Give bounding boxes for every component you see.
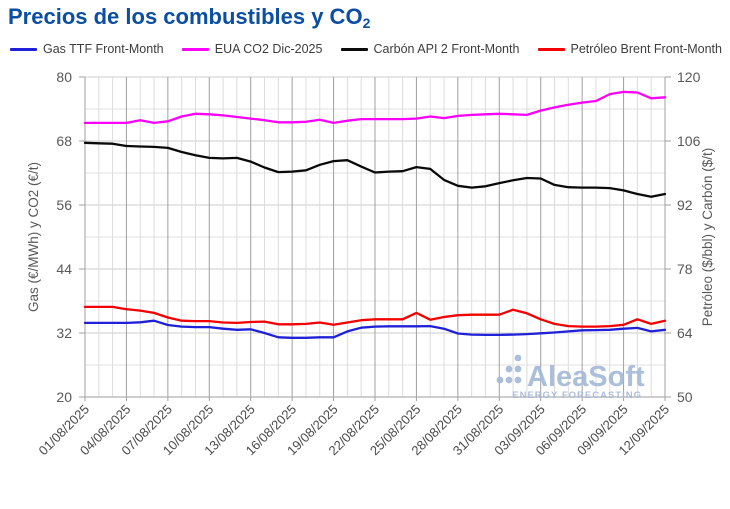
svg-text:64: 64	[677, 325, 693, 341]
page-title: Precios de los combustibles y CO2	[8, 4, 370, 31]
svg-text:44: 44	[56, 261, 72, 277]
legend-label-gas-ttf: Gas TTF Front-Month	[43, 42, 164, 56]
axis-frame	[79, 76, 671, 401]
series-line-carb-n-api-2-front-month	[83, 141, 667, 198]
legend-item-eua-co2: EUA CO2 Dic-2025	[181, 42, 323, 56]
x-axis-tick-labels: 01/08/202504/08/202507/08/202510/08/2025…	[35, 402, 672, 459]
eua-co2-line-swatch	[181, 47, 209, 51]
vertical-gridlines	[84, 77, 666, 397]
svg-text:56: 56	[56, 197, 72, 213]
legend-item-carbon-api2: Carbón API 2 Front-Month	[340, 42, 520, 56]
aleasoft-logo-dots	[496, 376, 504, 384]
svg-text:68: 68	[56, 133, 72, 149]
page-title-subscript: 2	[362, 15, 371, 31]
legend-label-carbon-api2: Carbón API 2 Front-Month	[373, 42, 520, 56]
page-title-text: Precios de los combustibles y CO	[8, 4, 363, 29]
legend-item-gas-ttf: Gas TTF Front-Month	[10, 42, 164, 56]
svg-text:106: 106	[677, 133, 701, 149]
svg-text:50: 50	[677, 389, 693, 405]
aleasoft-logo-dots	[505, 365, 513, 373]
left-axis-tick-labels: 20 32 44 56 68 80	[56, 69, 72, 405]
left-axis-title: Gas (€/MWh) y CO2 (€/t)	[26, 162, 41, 312]
petroleo-brent-line-swatch	[537, 47, 565, 51]
legend-label-petroleo-brent: Petróleo Brent Front-Month	[570, 42, 722, 56]
aleasoft-watermark-tagline: ENERGY FORECASTING	[512, 390, 642, 401]
series-line-eua-co2-dic-2025	[83, 90, 667, 125]
svg-text:92: 92	[677, 197, 693, 213]
legend-label-eua-co2: EUA CO2 Dic-2025	[214, 42, 323, 56]
svg-text:20: 20	[56, 389, 72, 405]
svg-text:78: 78	[677, 261, 693, 277]
right-axis-tick-labels: 50 64 78 92 106 120	[677, 69, 701, 405]
chart-legend: Gas TTF Front-Month EUA CO2 Dic-2025 Car…	[10, 41, 722, 57]
aleasoft-logo-dots	[505, 376, 513, 384]
carbon-api2-line-swatch	[340, 47, 368, 51]
series-line-petr-leo-brent-front-month	[83, 305, 667, 328]
right-axis-title: Petróleo ($/bbl) y Carbón ($/t)	[700, 148, 715, 327]
gas-ttf-line-swatch	[10, 47, 37, 51]
data-series	[83, 90, 667, 339]
aleasoft-logo-dots	[514, 376, 522, 384]
svg-text:80: 80	[56, 69, 72, 85]
aleasoft-logo-dots	[514, 365, 522, 373]
legend-item-petroleo-brent: Petróleo Brent Front-Month	[537, 42, 722, 56]
aleasoft-logo-dots	[514, 354, 522, 362]
series-line-gas-ttf-front-month	[83, 319, 667, 339]
aleasoft-watermark-text: AleaSoft	[527, 361, 645, 393]
svg-text:120: 120	[677, 69, 701, 85]
svg-text:32: 32	[56, 325, 72, 341]
